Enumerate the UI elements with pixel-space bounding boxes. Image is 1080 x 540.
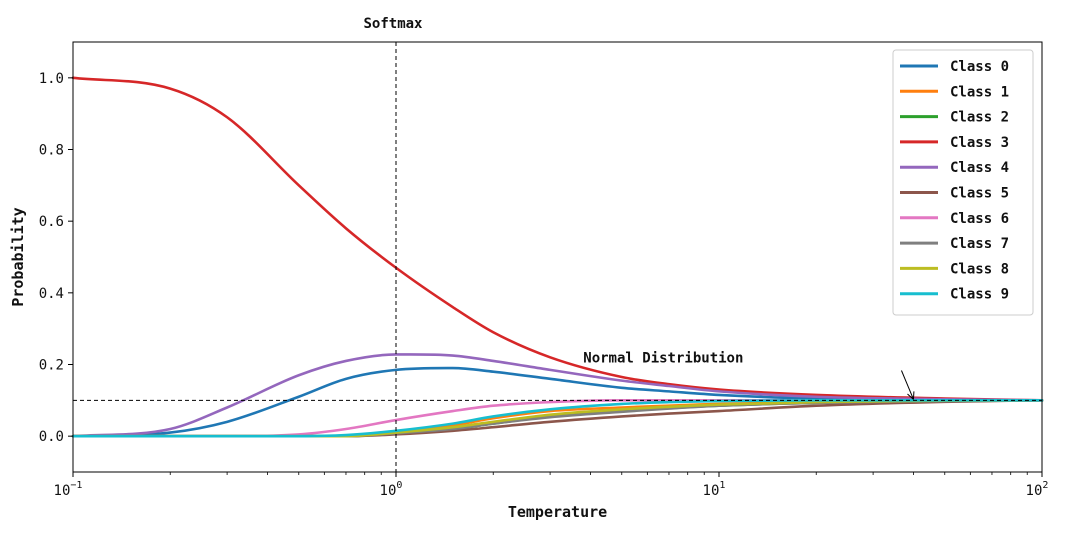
y-tick-label: 0.2 bbox=[39, 358, 64, 374]
y-tick-label: 0.4 bbox=[39, 286, 64, 302]
legend-label-class-9: Class 9 bbox=[950, 287, 1009, 303]
legend-label-class-7: Class 7 bbox=[950, 236, 1009, 252]
series-line-class-5 bbox=[71, 399, 1044, 438]
legend-label-class-5: Class 5 bbox=[950, 186, 1009, 202]
series-line-class-2 bbox=[71, 399, 1044, 438]
legend-label-class-8: Class 8 bbox=[950, 261, 1009, 277]
y-tick-label: 0.8 bbox=[39, 143, 64, 159]
legend-label-class-0: Class 0 bbox=[950, 59, 1009, 75]
legend-label-class-3: Class 3 bbox=[950, 135, 1009, 151]
series-line-class-8 bbox=[71, 399, 1044, 438]
x-axis-title: Temperature bbox=[508, 503, 607, 521]
plot-frame bbox=[72, 41, 1043, 473]
y-axis-title: Probability bbox=[9, 207, 27, 306]
legend-label-class-2: Class 2 bbox=[950, 110, 1009, 126]
annotation-arrow-head bbox=[907, 391, 915, 400]
annotation-arrow bbox=[901, 370, 915, 400]
x-tick-label: 100 bbox=[380, 480, 403, 499]
legend-label-class-4: Class 4 bbox=[950, 160, 1009, 176]
series-line-class-1 bbox=[71, 399, 1044, 438]
softmax-label: Softmax bbox=[363, 16, 423, 32]
x-tick-label: 102 bbox=[1026, 480, 1049, 499]
series-line-class-0 bbox=[71, 366, 1044, 438]
y-tick-label: 1.0 bbox=[39, 71, 64, 87]
legend-label-class-1: Class 1 bbox=[950, 84, 1009, 100]
legend-label-class-6: Class 6 bbox=[950, 211, 1009, 227]
series-line-class-7 bbox=[71, 399, 1044, 438]
x-tick-label: 10−1 bbox=[54, 480, 83, 499]
x-tick-label: 101 bbox=[703, 480, 726, 499]
series-line-class-3 bbox=[71, 76, 1044, 402]
y-tick-label: 0.0 bbox=[39, 429, 64, 445]
y-tick-label: 0.6 bbox=[39, 214, 64, 230]
axis-ticks: 0.0 0.2 0.4 0.6 0.8 1.0 10−1 100 101 102 bbox=[39, 71, 1049, 499]
series-line-class-6 bbox=[71, 399, 1044, 438]
legend: Class 0 Class 1 Class 2 Class 3 Class 4 Class… bbox=[892, 49, 1034, 316]
annotation-arrow-line bbox=[901, 370, 914, 400]
reference-lines bbox=[73, 42, 1042, 472]
series-line-class-9 bbox=[71, 399, 1044, 438]
series-line-class-4 bbox=[71, 353, 1044, 438]
normal-distribution-annotation: Normal Distribution bbox=[583, 351, 743, 367]
